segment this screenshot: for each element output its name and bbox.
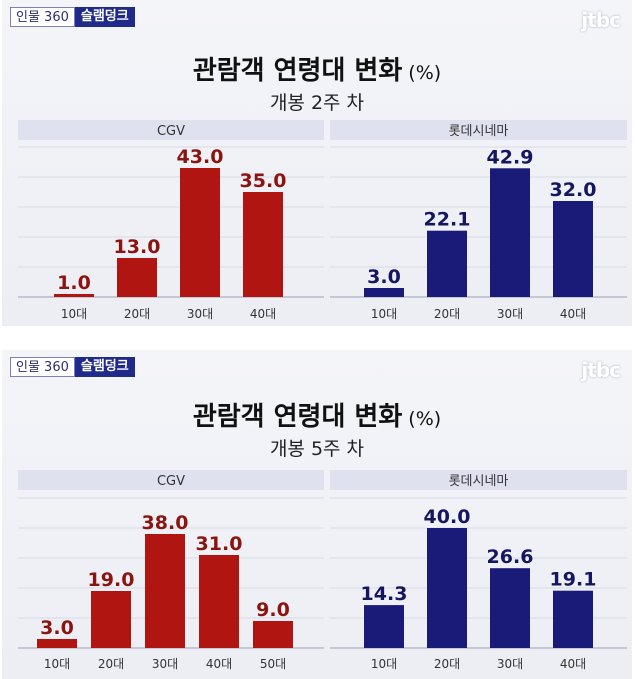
bar-value-label: 19.0 (88, 569, 135, 591)
bar (490, 168, 530, 297)
bar (91, 591, 131, 648)
group-header-label: 롯데시네마 (449, 474, 509, 489)
category-label: 40대 (206, 657, 232, 671)
chart-title: 관람객 연령대 변화 (%) (2, 396, 632, 433)
bar (553, 201, 593, 297)
category-label: 30대 (497, 657, 523, 671)
bar (117, 258, 157, 297)
chart-panel-5-weeks: 인물 360 슬램덩크 jtbc 관람객 연령대 변화 (%) 개봉 5주 차 C… (2, 350, 632, 679)
bar-value-label: 14.3 (361, 583, 408, 605)
chart-title-unit: (%) (408, 408, 442, 430)
bar-value-label: 26.6 (487, 546, 534, 568)
program-badge: 인물 360 슬램덩크 (10, 7, 135, 27)
bar-value-label: 42.9 (487, 146, 534, 168)
category-label: 50대 (260, 657, 286, 671)
bar-value-label: 3.0 (367, 266, 401, 288)
jtbc-logo: jtbc (581, 8, 621, 32)
chart-title-text: 관람객 연령대 변화 (192, 402, 403, 432)
chart-panel-2-weeks: 인물 360 슬램덩크 jtbc 관람객 연령대 변화 (%) 개봉 2주 차 C… (2, 0, 632, 326)
category-label: 40대 (560, 657, 586, 671)
bar-value-label: 35.0 (240, 170, 287, 192)
chart-title-unit: (%) (408, 62, 442, 84)
chart-subtitle: 개봉 2주 차 (269, 92, 365, 114)
category-label: 10대 (371, 307, 397, 321)
bar (364, 288, 404, 297)
category-label: 30대 (152, 657, 178, 671)
bar-value-label: 1.0 (57, 272, 91, 294)
category-label: 10대 (44, 657, 70, 671)
bar (427, 230, 467, 297)
topic-label: 슬램덩크 (74, 357, 135, 377)
category-label: 40대 (560, 307, 586, 321)
bar-value-label: 32.0 (550, 179, 597, 201)
category-label: 20대 (124, 307, 150, 321)
program-label: 인물 360 (10, 357, 75, 377)
category-label: 10대 (61, 307, 87, 321)
category-label: 40대 (250, 307, 276, 321)
chart-title-text: 관람객 연령대 변화 (192, 56, 403, 86)
bar (54, 294, 94, 297)
bar (253, 621, 293, 648)
bar-value-label: 31.0 (196, 533, 243, 555)
category-label: 30대 (497, 307, 523, 321)
bar-value-label: 43.0 (177, 146, 224, 168)
chart-subtitle: 개봉 5주 차 (269, 438, 365, 460)
group-header-label: CGV (157, 124, 185, 139)
bar (427, 528, 467, 648)
topic-label: 슬램덩크 (74, 7, 135, 27)
chart-title: 관람객 연령대 변화 (%) (2, 50, 632, 87)
bar (199, 555, 239, 648)
bar (553, 590, 593, 648)
bar (37, 639, 77, 648)
bar-value-label: 9.0 (256, 599, 290, 621)
bar-value-label: 22.1 (424, 209, 471, 231)
category-label: 30대 (187, 307, 213, 321)
bar-value-label: 19.1 (550, 569, 597, 591)
category-label: 20대 (434, 307, 460, 321)
group-header-bg (18, 470, 324, 490)
group-header-bg (330, 120, 627, 140)
group-header-bg (18, 120, 324, 140)
program-label: 인물 360 (10, 7, 75, 27)
bar-value-label: 3.0 (40, 617, 74, 639)
bar (364, 605, 404, 648)
category-label: 10대 (371, 657, 397, 671)
bar-charts-2-weeks: CGV 1.0 10대 13.0 20대 43.0 30대 35.0 40대 롯데시네마 3.0 10… (18, 120, 627, 321)
bar-value-label: 38.0 (142, 512, 189, 534)
bar (145, 534, 185, 648)
bar-value-label: 13.0 (114, 236, 161, 258)
group-header-label: CGV (157, 474, 185, 489)
bar-value-label: 40.0 (424, 506, 471, 528)
group-header-label: 롯데시네마 (449, 124, 509, 139)
bar-charts-5-weeks: CGV 3.0 10대 19.0 20대 38.0 30대 31.0 40대 9.0 50대 롯데시네… (18, 470, 627, 671)
jtbc-logo: jtbc (581, 358, 621, 382)
bar (180, 168, 220, 297)
group-header-bg (330, 470, 627, 490)
bar (243, 192, 283, 297)
bar (490, 568, 530, 648)
category-label: 20대 (98, 657, 124, 671)
program-badge: 인물 360 슬램덩크 (10, 357, 135, 377)
category-label: 20대 (434, 657, 460, 671)
